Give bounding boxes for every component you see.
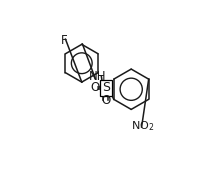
Text: NO$_2$: NO$_2$ [131,119,155,133]
Text: O: O [101,94,110,107]
Text: NH: NH [89,70,107,83]
Text: F: F [61,34,68,47]
Text: S: S [102,81,110,94]
Text: O: O [91,81,100,94]
